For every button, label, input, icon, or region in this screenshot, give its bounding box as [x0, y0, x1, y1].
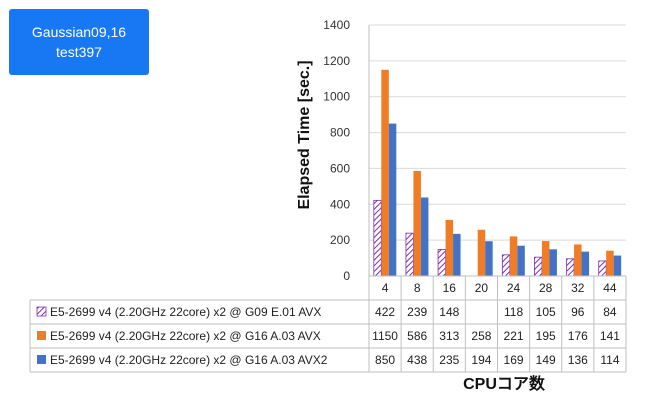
data-table-value: 1150 — [372, 329, 398, 343]
bar-series-2-4 — [381, 69, 389, 276]
data-table-value: 176 — [568, 329, 588, 343]
y-tick-label: 1400 — [323, 18, 350, 32]
bar-series-1-4 — [373, 199, 382, 277]
x-tick-label: 32 — [571, 281, 585, 295]
info-badge: Gaussian09,16 test397 — [9, 9, 149, 75]
data-table-value: 221 — [504, 329, 524, 343]
data-table-value: 239 — [407, 305, 427, 319]
bar-series-2-16 — [445, 219, 454, 276]
bar-series-3-32 — [581, 251, 590, 276]
legend-series-name: E5-2699 v4 (2.20GHz 22core) x2 @ G16 A.0… — [50, 353, 328, 367]
x-tick-label: 28 — [539, 281, 553, 295]
data-table-value: 148 — [439, 305, 459, 319]
data-table-value: 235 — [439, 353, 459, 367]
y-tick-label: 0 — [343, 269, 350, 283]
data-table-value: 422 — [375, 305, 395, 319]
x-tick-label: 8 — [414, 281, 421, 295]
y-tick-label: 1000 — [323, 90, 350, 104]
x-tick-label: 4 — [382, 281, 389, 295]
data-table-value: 195 — [536, 329, 556, 343]
bar-series-3-20 — [485, 241, 493, 276]
y-tick-label: 200 — [330, 233, 350, 247]
bar-series-2-20 — [477, 229, 486, 276]
legend-series-name: E5-2699 v4 (2.20GHz 22core) x2 @ G16 A.0… — [50, 329, 321, 343]
bar-series-1-28 — [534, 256, 543, 277]
x-tick-label: 16 — [443, 281, 457, 295]
data-table-value: 96 — [571, 305, 585, 319]
x-tick-label: 20 — [475, 281, 489, 295]
bar-series-3-16 — [453, 233, 461, 276]
data-table-value: 258 — [471, 329, 491, 343]
bar-series-3-44 — [613, 255, 622, 276]
data-table-value: 118 — [504, 305, 523, 319]
data-table-value: 850 — [375, 353, 395, 367]
bar-series-2-8 — [413, 170, 421, 276]
data-table-value: 586 — [407, 329, 427, 343]
bar-series-2-24 — [509, 236, 518, 276]
data-table-value: 114 — [600, 353, 619, 367]
x-tick-label: 44 — [603, 281, 617, 295]
legend-swatch — [37, 355, 46, 364]
x-axis-title: CPUコア数 — [463, 376, 545, 393]
bar-series-2-32 — [574, 244, 582, 276]
bar-series-2-44 — [606, 250, 614, 276]
badge-line-1: Gaussian09,16 — [31, 24, 127, 40]
legend-series-name: E5-2699 v4 (2.20GHz 22core) x2 @ G09 E.0… — [50, 305, 321, 319]
badge-line-2: test397 — [56, 44, 102, 60]
bar-series-1-16 — [437, 249, 446, 277]
bar-series-2-28 — [541, 241, 550, 276]
bar-series-1-24 — [501, 254, 511, 277]
data-table-value: 149 — [536, 353, 556, 367]
bar-series-1-44 — [598, 260, 607, 277]
data-table-value: 169 — [504, 353, 524, 367]
y-tick-label: 1200 — [323, 54, 350, 68]
bar-series-1-32 — [566, 258, 575, 277]
legend-swatch — [36, 306, 47, 317]
bar-series-3-8 — [420, 197, 429, 276]
data-table-value: 194 — [471, 353, 491, 367]
y-tick-label: 400 — [330, 197, 350, 211]
data-table-value: 313 — [439, 329, 459, 343]
x-tick-label: 24 — [507, 281, 521, 295]
data-table-value: 136 — [568, 353, 588, 367]
data-table-value: 438 — [407, 353, 427, 367]
bar-series-3-24 — [517, 245, 525, 276]
bar-series-1-8 — [405, 232, 414, 277]
bar-series-3-28 — [549, 249, 557, 276]
bar-series-3-4 — [388, 123, 397, 276]
data-table-value: 141 — [600, 329, 620, 343]
data-table-value: 84 — [603, 305, 617, 319]
legend-swatch — [37, 331, 46, 340]
y-tick-label: 800 — [330, 126, 350, 140]
y-tick-label: 600 — [330, 161, 350, 175]
data-table-value: 105 — [536, 305, 556, 319]
